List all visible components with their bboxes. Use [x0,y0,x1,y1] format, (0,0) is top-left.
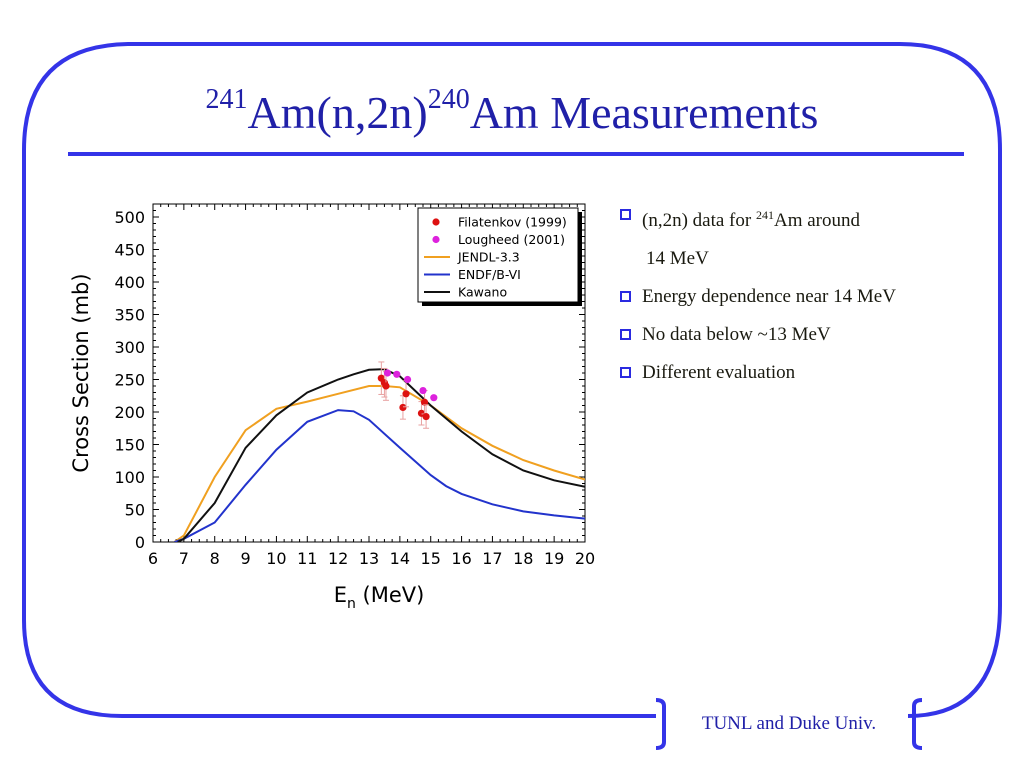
data-point-lougheed-2001- [403,375,412,384]
frame-left-edge [22,42,656,718]
bullet-item-3: No data below ~13 MeV [620,324,980,346]
x-tick-label: 11 [297,549,317,568]
title-part-2: Am Measurements [469,87,819,138]
cross-section-chart: 6 7 8 9 10 11 12 13 14 15 16 17 18 19 2005010015020025… [69,203,595,612]
legend-marker [432,218,440,226]
title-rule [68,152,964,156]
x-axis-label: En (MeV) [334,583,425,612]
slide-title: 241Am(n,2n)240Am Measurements [0,70,1024,143]
legend-label: ENDF/B-VI [458,267,521,282]
bullet-1-pre: (n,2n) data for [642,210,756,231]
data-point-filatenkov-1999- [402,390,410,398]
bullet-3-text: No data below ~13 MeV [642,324,831,345]
data-point-filatenkov-1999- [422,412,430,421]
x-tick-label: 6 [148,549,158,568]
bullet-list: (n,2n) data for 241Am around 14 MeV Ener… [620,204,980,400]
bullet-item-4: Different evaluation [620,362,980,384]
legend-label: Kawano [458,285,507,300]
data-point-lougheed-2001- [393,370,401,378]
legend-box [417,207,579,303]
footer-box-corners [655,698,923,750]
x-tick-label: 12 [328,549,348,568]
y-tick-label: 50 [125,501,145,520]
y-tick-label: 400 [114,273,145,292]
bullet-1-post: Am around [773,210,860,231]
x-tick-label: 19 [544,549,564,568]
bullet-1-superscript: 241 [755,208,774,222]
y-tick-label: 0 [135,533,145,552]
y-tick-label: 450 [114,241,145,260]
title-superscript-240: 240 [427,84,470,115]
x-tick-label: 17 [482,549,502,568]
x-tick-label: 7 [179,549,189,568]
legend-label: Lougheed (2001) [458,232,565,247]
y-tick-label: 150 [114,436,145,455]
checkbox-bullet-icon [620,367,631,378]
data-point-filatenkov-1999- [420,398,429,406]
y-tick-label: 100 [114,468,145,487]
legend-label: JENDL-3.3 [457,250,520,265]
x-tick-label: 14 [390,549,410,568]
checkbox-bullet-icon [620,329,631,340]
y-tick-label: 300 [114,338,145,357]
title-part-1: Am(n,2n) [247,87,428,138]
data-point-filatenkov-1999- [399,403,407,412]
x-tick-label: 13 [359,549,379,568]
x-tick-label: 18 [513,549,533,568]
y-tick-label: 350 [114,306,145,325]
footer-box-sides [662,706,916,742]
bullet-1-continuation: 14 MeV [646,248,709,269]
x-tick-label: 8 [210,549,220,568]
series-line-jendl-3-3 [174,385,585,542]
y-tick-label: 250 [114,371,145,390]
checkbox-bullet-icon [620,291,631,302]
title-superscript-241: 241 [205,84,248,115]
data-point-lougheed-2001- [419,386,427,395]
data-point-lougheed-2001- [430,394,438,402]
y-tick-label: 200 [114,403,145,422]
checkbox-bullet-icon [620,209,631,220]
series-line-endf-b-vi [174,409,585,542]
series-line-kawano [177,368,585,542]
x-tick-label: 9 [240,549,250,568]
legend-marker [432,235,440,244]
x-tick-label: 20 [575,549,595,568]
data-point-filatenkov-1999- [382,382,390,390]
bullet-2-text: Energy dependence near 14 MeV [642,286,896,307]
y-axis-label: Cross Section (mb) [69,273,93,472]
x-tick-label: 10 [266,549,286,568]
data-point-lougheed-2001- [383,369,392,377]
footer-label: TUNL and Duke Univ. [701,713,877,734]
bullet-4-text: Different evaluation [642,362,796,383]
x-tick-label: 15 [421,549,441,568]
legend-label: Filatenkov (1999) [458,215,567,230]
y-tick-label: 500 [114,208,145,227]
frame-right-edge [132,42,1002,718]
bullet-item-2: Energy dependence near 14 MeV [620,286,980,308]
x-tick-label: 16 [451,549,471,568]
bullet-item-1: (n,2n) data for 241Am around 14 MeV [620,204,980,270]
